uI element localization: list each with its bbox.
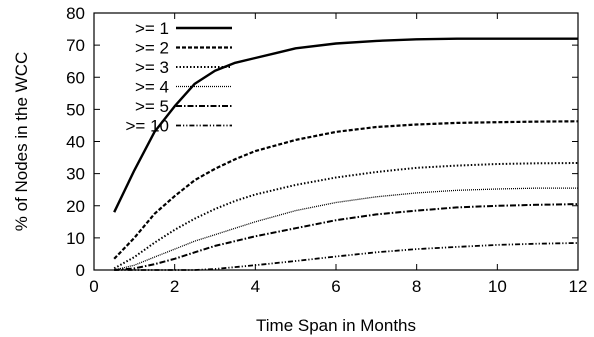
series-line-6 [114,242,579,271]
x-tick-label: 8 [412,277,421,296]
legend: >= 1>= 2>= 3>= 4>= 5>= 10 [126,19,232,136]
legend-label: >= 10 [126,117,170,136]
x-tick-label: 0 [89,277,98,296]
legend-label: >= 3 [135,58,169,77]
series-line-4 [114,187,578,271]
x-tick-label: 12 [569,277,588,296]
legend-label: >= 1 [135,19,169,38]
x-tick-label: 4 [251,277,260,296]
x-tick-label: 10 [488,277,507,296]
y-axis: 0 10 20 30 40 50 60 70 80 [66,4,578,280]
series-line-5 [114,203,579,271]
y-tick-label: 20 [66,197,85,216]
y-tick-label: 70 [66,36,85,55]
y-axis-title: % of Nodes in the WCC [12,52,31,232]
y-tick-label: 0 [76,261,85,280]
y-tick-label: 50 [66,100,85,119]
x-tick-label: 2 [170,277,179,296]
legend-label: >= 2 [135,39,169,58]
y-tick-label: 30 [66,165,85,184]
y-tick-label: 80 [66,4,85,23]
series-line-3 [113,162,579,270]
x-axis: 0 2 4 6 8 10 12 [89,13,587,296]
series-line-2 [113,120,579,260]
y-tick-label: 10 [66,229,85,248]
x-axis-title: Time Span in Months [256,316,416,335]
series-line-1 [113,37,578,213]
series-layer [113,37,579,271]
legend-label: >= 4 [135,78,169,97]
y-tick-label: 60 [66,68,85,87]
legend-label: >= 5 [135,97,169,116]
y-tick-label: 40 [66,133,85,152]
x-tick-label: 6 [331,277,340,296]
